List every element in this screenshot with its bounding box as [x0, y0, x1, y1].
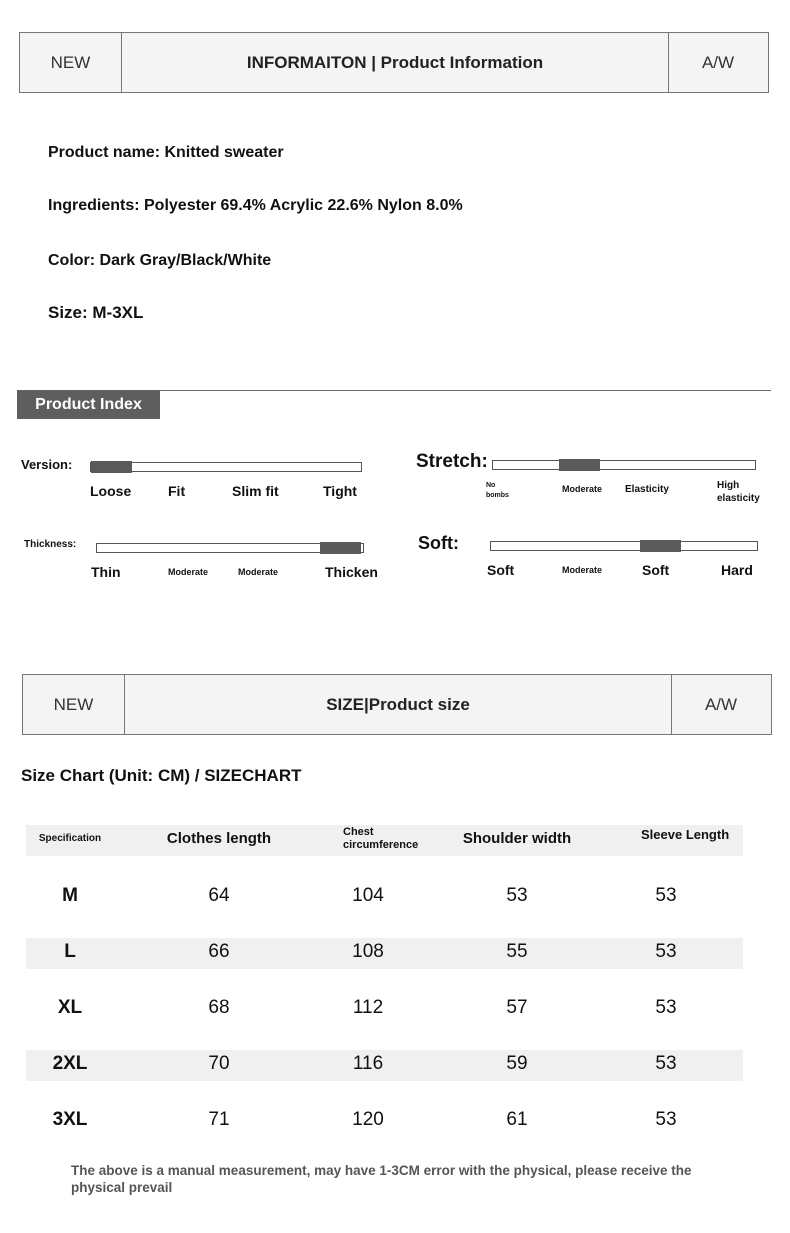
- table-cell: 53: [655, 1053, 677, 1074]
- table-cell: 68: [208, 997, 230, 1018]
- soft-slider: [490, 540, 758, 552]
- table-cell: 104: [352, 885, 384, 906]
- header-new: NEW: [53, 694, 94, 714]
- table-cell: L: [64, 941, 76, 962]
- table-cell: 70: [208, 1053, 230, 1074]
- table-cell: XL: [57, 997, 83, 1018]
- table-cell: 53: [655, 1109, 677, 1130]
- soft-tick: Soft: [487, 562, 515, 578]
- table-cell: 112: [352, 997, 384, 1018]
- thickness-tick: Thin: [91, 564, 121, 580]
- row-band: [26, 1050, 743, 1081]
- soft-tick: Moderate: [562, 565, 603, 575]
- table-cell: M: [62, 885, 78, 906]
- version-tick: Slim fit: [232, 483, 279, 499]
- thickness-tick: Moderate: [238, 567, 279, 577]
- thickness-indicator: [319, 542, 361, 554]
- column-header: Sleeve Length: [641, 827, 730, 842]
- header-title: SIZE|Product size: [124, 675, 672, 734]
- column-header: Specification: [38, 833, 102, 844]
- size-range: Size: M-3XL: [48, 303, 144, 322]
- soft-label: Soft:: [418, 533, 459, 553]
- product-index-tag: Product Index: [17, 391, 160, 419]
- header-new: NEW: [50, 52, 91, 72]
- thickness-tick: Moderate: [168, 567, 209, 577]
- size-chart-title: Size Chart (Unit: CM) / SIZECHART: [21, 766, 302, 785]
- table-cell: 120: [352, 1109, 384, 1130]
- table-cell: 57: [506, 997, 528, 1018]
- soft-tick: Soft: [642, 562, 670, 578]
- divider: [17, 390, 771, 391]
- ingredients: Ingredients: Polyester 69.4% Acrylic 22.…: [48, 197, 463, 214]
- table-cell: 71: [208, 1109, 230, 1130]
- version-tick: Loose: [90, 483, 132, 499]
- table-cell: 53: [655, 941, 677, 962]
- table-cell: 108: [352, 941, 384, 962]
- soft-indicator: [639, 540, 681, 552]
- thickness-label: Thickness:: [24, 539, 77, 550]
- table-cell: 53: [506, 885, 528, 906]
- stretch-tick: Elasticity: [625, 484, 669, 495]
- version-label: Version:: [21, 457, 73, 472]
- version-indicator: [91, 461, 132, 473]
- soft-tick: Hard: [721, 562, 753, 578]
- thickness-slider: [96, 542, 364, 554]
- stretch-tick: High elasticity: [717, 480, 760, 504]
- column-header: Chest circumference: [343, 826, 419, 852]
- table-cell: 66: [208, 941, 230, 962]
- table-cell: 53: [655, 885, 677, 906]
- stretch-label: Stretch:: [416, 451, 488, 472]
- size-header: NEW SIZE|Product size A/W: [22, 674, 772, 735]
- table-cell: 55: [506, 941, 528, 962]
- stretch-slider: [492, 459, 756, 471]
- version-slider: [90, 461, 362, 473]
- measurement-note: The above is a manual measurement, may h…: [71, 1163, 692, 1195]
- table-cell: 53: [655, 997, 677, 1018]
- thickness-tick: Thicken: [325, 564, 378, 580]
- stretch-tick: Moderate: [562, 484, 603, 494]
- product-name: Product name: Knitted sweater: [48, 144, 284, 161]
- header-season: A/W: [704, 694, 738, 714]
- column-header: Clothes length: [166, 830, 272, 847]
- table-cell: 2XL: [52, 1053, 88, 1074]
- version-tick: Tight: [323, 483, 357, 499]
- column-header: Shoulder width: [462, 830, 572, 847]
- table-cell: 116: [352, 1053, 384, 1074]
- table-cell: 3XL: [52, 1109, 88, 1130]
- header-title: INFORMAITON | Product Information: [121, 33, 669, 92]
- header-season: A/W: [701, 52, 735, 72]
- table-cell: 59: [506, 1053, 528, 1074]
- color: Color: Dark Gray/Black/White: [48, 252, 272, 269]
- info-header: NEW INFORMAITON | Product Information A/…: [19, 32, 769, 93]
- stretch-tick: No bombs: [486, 482, 509, 499]
- table-cell: 64: [208, 885, 230, 906]
- table-cell: 61: [506, 1109, 528, 1130]
- version-tick: Fit: [168, 483, 186, 499]
- row-band: [26, 938, 743, 969]
- stretch-indicator: [559, 459, 601, 471]
- table-header: [26, 825, 743, 856]
